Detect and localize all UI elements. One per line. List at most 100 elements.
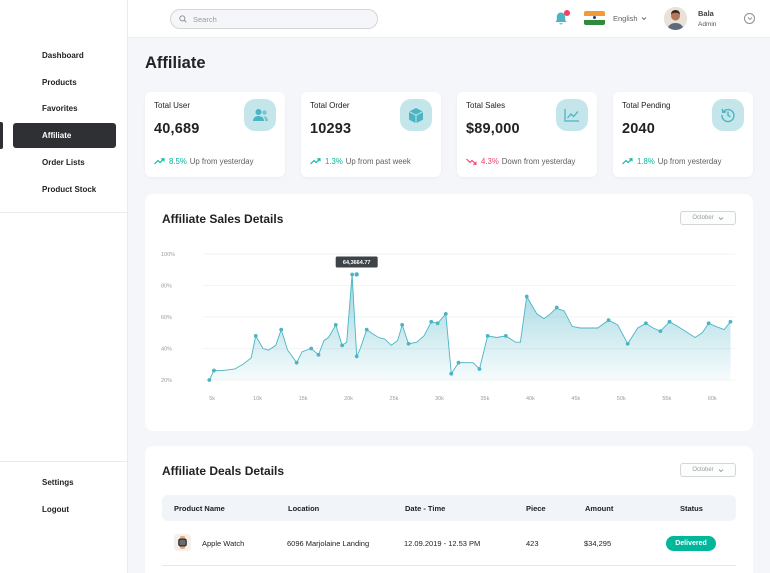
deals-details-panel: Affiliate Deals Details October Product …	[145, 446, 753, 573]
data-point	[658, 329, 663, 334]
x-tick-label: 45k	[571, 396, 580, 402]
sidebar-item-settings[interactable]: Settings	[0, 469, 128, 496]
sidebar-item-label: Affiliate	[42, 131, 72, 141]
sidebar-item-product-stock[interactable]: Product Stock	[0, 176, 128, 203]
trend-note: Up from past week	[345, 157, 411, 166]
sales-details-panel: Affiliate Sales Details October 100% 80% 6…	[145, 194, 753, 431]
sidebar-item-products[interactable]: Products	[0, 69, 128, 96]
x-tick-label: 15k	[299, 396, 308, 402]
card-value: 10293	[310, 121, 352, 137]
column-header-piece: Piece	[526, 504, 546, 513]
data-point	[443, 311, 448, 316]
sales-panel-title: Affiliate Sales Details	[162, 212, 284, 226]
search-input[interactable]	[193, 14, 363, 24]
notification-button[interactable]	[554, 10, 570, 31]
data-point	[253, 334, 258, 338]
table-header: Product Name Location Date - Time Piece …	[162, 495, 736, 521]
history-icon	[712, 99, 744, 131]
dropdown-value: October	[692, 467, 714, 473]
sidebar-item-favorites[interactable]: Favorites	[0, 96, 128, 123]
data-point	[316, 352, 321, 357]
data-point	[625, 341, 630, 346]
line-chart-icon	[556, 99, 588, 131]
data-point	[364, 327, 369, 332]
user-name: Bala	[698, 9, 714, 18]
card-label: Total Order	[310, 101, 350, 110]
x-tick-label: 30k	[435, 396, 444, 402]
cell-datetime: 12.09.2019 - 12.53 PM	[404, 539, 481, 548]
data-point	[429, 319, 434, 324]
sidebar-item-order-lists[interactable]: Order Lists	[0, 149, 128, 176]
data-point	[406, 341, 411, 346]
watch-icon	[178, 536, 187, 549]
data-point	[485, 334, 490, 338]
trend-note: Down from yesterday	[501, 157, 576, 166]
chevron-down-icon	[641, 17, 646, 21]
sidebar-item-label: Logout	[42, 504, 70, 514]
column-header-datetime: Date - Time	[405, 504, 446, 513]
card-label: Total User	[154, 101, 191, 110]
card-trend: 8.5% Up from yesterday	[154, 157, 253, 166]
tooltip-label: 64,3664.77	[343, 260, 371, 266]
box-icon	[400, 99, 432, 131]
data-point	[340, 343, 345, 348]
data-point	[333, 322, 338, 327]
sidebar-item-logout[interactable]: Logout	[0, 496, 128, 523]
search-bar[interactable]	[170, 9, 378, 29]
avatar[interactable]	[664, 7, 687, 30]
sales-month-dropdown[interactable]: October	[680, 211, 736, 225]
y-tick-label: 80%	[161, 284, 172, 290]
sales-area-chart: 100% 80% 60% 40% 20% 5k 10k 15k 20k 25k 30k 35k 40k 4…	[161, 252, 735, 402]
data-point	[294, 360, 299, 365]
trend-note: Up from yesterday	[189, 157, 254, 166]
sidebar-item-dashboard[interactable]: Dashboard	[0, 42, 128, 69]
sidebar-item-label: Favorites	[42, 104, 78, 114]
data-point	[309, 346, 314, 351]
sidebar-item-label: Products	[42, 77, 77, 87]
y-tick-label: 60%	[161, 315, 172, 321]
trend-percent: 4.3%	[481, 157, 499, 166]
notification-dot	[564, 10, 570, 16]
language-label: English	[613, 14, 638, 23]
cell-product: Apple Watch	[202, 539, 245, 548]
sidebar-item-label: Order Lists	[42, 158, 85, 168]
stat-card-total-order: Total Order 10293 1.3% Up from past week	[301, 92, 441, 177]
trend-note: Up from yesterday	[657, 157, 722, 166]
data-point	[728, 319, 733, 324]
deals-month-dropdown[interactable]: October	[680, 463, 736, 477]
data-point	[212, 368, 216, 373]
user-menu-button[interactable]	[744, 13, 755, 24]
topbar: English Bala Admin	[128, 0, 770, 38]
sidebar-nav: Dashboard Products Favorites Affiliate O…	[0, 42, 128, 203]
x-tick-label: 55k	[662, 396, 671, 402]
cell-piece: 423	[526, 539, 539, 548]
sidebar-bottom-nav: Settings Logout	[0, 469, 128, 523]
x-tick-label: 20k	[344, 396, 353, 402]
data-point	[606, 318, 611, 323]
sidebar-item-affiliate[interactable]: Affiliate	[0, 122, 128, 150]
card-label: Total Sales	[466, 101, 506, 110]
tooltip-box	[335, 256, 378, 268]
status-badge: Delivered	[666, 536, 716, 551]
user-role: Admin	[698, 21, 717, 28]
data-point	[706, 321, 711, 326]
avatar-image	[664, 7, 687, 30]
data-point	[524, 294, 529, 299]
x-tick-label: 50k	[617, 396, 626, 402]
column-header-amount: Amount	[585, 504, 614, 513]
language-selector[interactable]: English	[613, 14, 647, 23]
data-point	[449, 371, 454, 376]
x-tick-label: 35k	[480, 396, 489, 402]
chevron-down-icon	[718, 468, 723, 472]
card-trend: 1.8% Up from yesterday	[622, 157, 721, 166]
data-point	[667, 319, 672, 324]
x-tick-label: 5k	[209, 396, 215, 402]
circle-chevron-icon	[747, 17, 752, 21]
stat-card-total-sales: Total Sales $89,000 4.3% Down from yeste…	[457, 92, 597, 177]
data-point	[554, 305, 559, 310]
sidebar-item-label: Settings	[42, 477, 74, 487]
x-tick-label: 60k	[708, 396, 717, 402]
x-tick-label: 40k	[526, 396, 535, 402]
india-flag-icon[interactable]	[584, 11, 605, 25]
card-trend: 4.3% Down from yesterday	[466, 157, 575, 166]
